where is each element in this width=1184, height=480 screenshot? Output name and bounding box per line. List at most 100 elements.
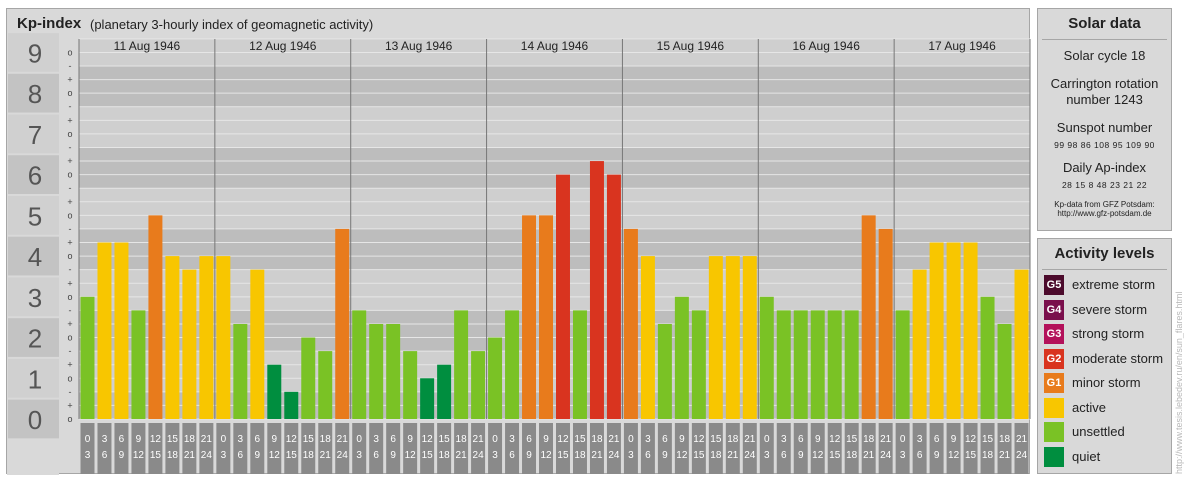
interval-start-label: 21 xyxy=(744,434,756,445)
interval-end-label: 6 xyxy=(781,450,787,461)
interval-box xyxy=(776,423,791,474)
y-minor-label: - xyxy=(69,265,72,275)
interval-start-label: 21 xyxy=(1016,434,1028,445)
y-minor-label: o xyxy=(67,170,72,180)
interval-start-label: 6 xyxy=(119,434,125,445)
day-label: 15 Aug 1946 xyxy=(657,39,725,53)
interval-box xyxy=(403,423,418,474)
interval-start-label: 12 xyxy=(286,434,298,445)
y-minor-label: o xyxy=(67,333,72,343)
y-minor-label: - xyxy=(69,387,72,397)
interval-start-label: 12 xyxy=(965,434,977,445)
legend-swatch: G1 xyxy=(1044,373,1064,393)
carrington-line1: Carrington rotation xyxy=(1050,76,1159,91)
solar-data-title: Solar data xyxy=(1042,9,1167,40)
y-minor-label: o xyxy=(67,88,72,98)
interval-start-label: 0 xyxy=(85,434,91,445)
interval-start-label: 15 xyxy=(846,434,858,445)
y-tick-cell xyxy=(8,155,59,194)
interval-end-label: 6 xyxy=(373,450,379,461)
interval-start-label: 18 xyxy=(999,434,1011,445)
interval-start-label: 6 xyxy=(798,434,804,445)
interval-end-label: 24 xyxy=(744,450,756,461)
kp-bar xyxy=(335,228,350,419)
y-minor-label: - xyxy=(69,61,72,71)
y-tick-label: 1 xyxy=(28,364,42,394)
kp-bar xyxy=(895,310,910,419)
interval-start-label: 9 xyxy=(407,434,413,445)
interval-start-label: 3 xyxy=(509,434,515,445)
interval-end-label: 15 xyxy=(693,450,705,461)
legend-label: minor storm xyxy=(1072,375,1141,390)
interval-start-label: 12 xyxy=(557,434,569,445)
y-tick-label: 8 xyxy=(28,79,42,109)
interval-box xyxy=(182,423,197,474)
interval-start-label: 15 xyxy=(439,434,451,445)
day-label: 16 Aug 1946 xyxy=(793,39,861,53)
interval-start-label: 3 xyxy=(917,434,923,445)
interval-start-label: 15 xyxy=(303,434,315,445)
y-minor-label: + xyxy=(67,360,72,370)
interval-box xyxy=(708,423,723,474)
kp-bar xyxy=(199,256,214,419)
interval-start-label: 15 xyxy=(574,434,586,445)
level-band xyxy=(79,405,1030,419)
kp-bar xyxy=(471,351,486,419)
interval-start-label: 9 xyxy=(951,434,957,445)
sunspot-label: Sunspot number xyxy=(1056,120,1153,135)
interval-end-label: 24 xyxy=(880,450,892,461)
interval-start-label: 9 xyxy=(815,434,821,445)
interval-start-label: 12 xyxy=(693,434,705,445)
kp-bar xyxy=(963,242,978,419)
interval-end-label: 12 xyxy=(405,450,417,461)
interval-end-label: 18 xyxy=(846,450,858,461)
y-minor-label: - xyxy=(69,183,72,193)
interval-end-label: 3 xyxy=(356,450,362,461)
kp-bar xyxy=(80,296,95,419)
kp-bar xyxy=(929,242,944,419)
day-label: 11 Aug 1946 xyxy=(114,39,181,53)
kp-bar xyxy=(997,323,1012,419)
y-minor-label: + xyxy=(67,238,72,248)
kp-bar xyxy=(691,310,706,419)
interval-box xyxy=(861,423,876,474)
legend-label: extreme storm xyxy=(1072,277,1156,292)
interval-end-label: 15 xyxy=(286,450,298,461)
vertical-url: http://www.tesis.lebedev.ru/en/sun_flare… xyxy=(1174,291,1184,474)
interval-box xyxy=(878,423,893,474)
interval-box xyxy=(640,423,655,474)
interval-start-label: 6 xyxy=(934,434,940,445)
interval-start-label: 15 xyxy=(982,434,994,445)
y-minor-label: + xyxy=(67,156,72,166)
legend-label: unsettled xyxy=(1072,424,1125,439)
interval-end-label: 21 xyxy=(591,450,603,461)
interval-start-label: 9 xyxy=(272,434,278,445)
source-link[interactable]: http://www.gfz-potsdam.de xyxy=(1057,209,1152,218)
kp-bar xyxy=(267,364,282,419)
interval-end-label: 12 xyxy=(133,450,145,461)
y-minor-label: + xyxy=(67,278,72,288)
interval-box xyxy=(793,423,808,474)
interval-box xyxy=(267,423,282,474)
interval-start-label: 0 xyxy=(356,434,362,445)
kp-bar xyxy=(369,323,384,419)
interval-start-label: 18 xyxy=(727,434,739,445)
kp-bar xyxy=(148,215,163,419)
interval-end-label: 24 xyxy=(473,450,485,461)
interval-start-label: 0 xyxy=(628,434,634,445)
interval-box xyxy=(284,423,299,474)
legend-label: quiet xyxy=(1072,448,1101,464)
day-label: 12 Aug 1946 xyxy=(249,39,317,53)
interval-box xyxy=(1014,423,1029,474)
interval-box xyxy=(522,423,537,474)
interval-start-label: 21 xyxy=(880,434,892,445)
interval-box xyxy=(929,423,944,474)
interval-end-label: 18 xyxy=(574,450,586,461)
interval-box xyxy=(742,423,757,474)
interval-end-label: 18 xyxy=(439,450,451,461)
interval-box xyxy=(131,423,146,474)
interval-start-label: 3 xyxy=(102,434,108,445)
interval-end-label: 12 xyxy=(948,450,960,461)
kp-bar xyxy=(810,310,825,419)
interval-end-label: 21 xyxy=(999,450,1011,461)
